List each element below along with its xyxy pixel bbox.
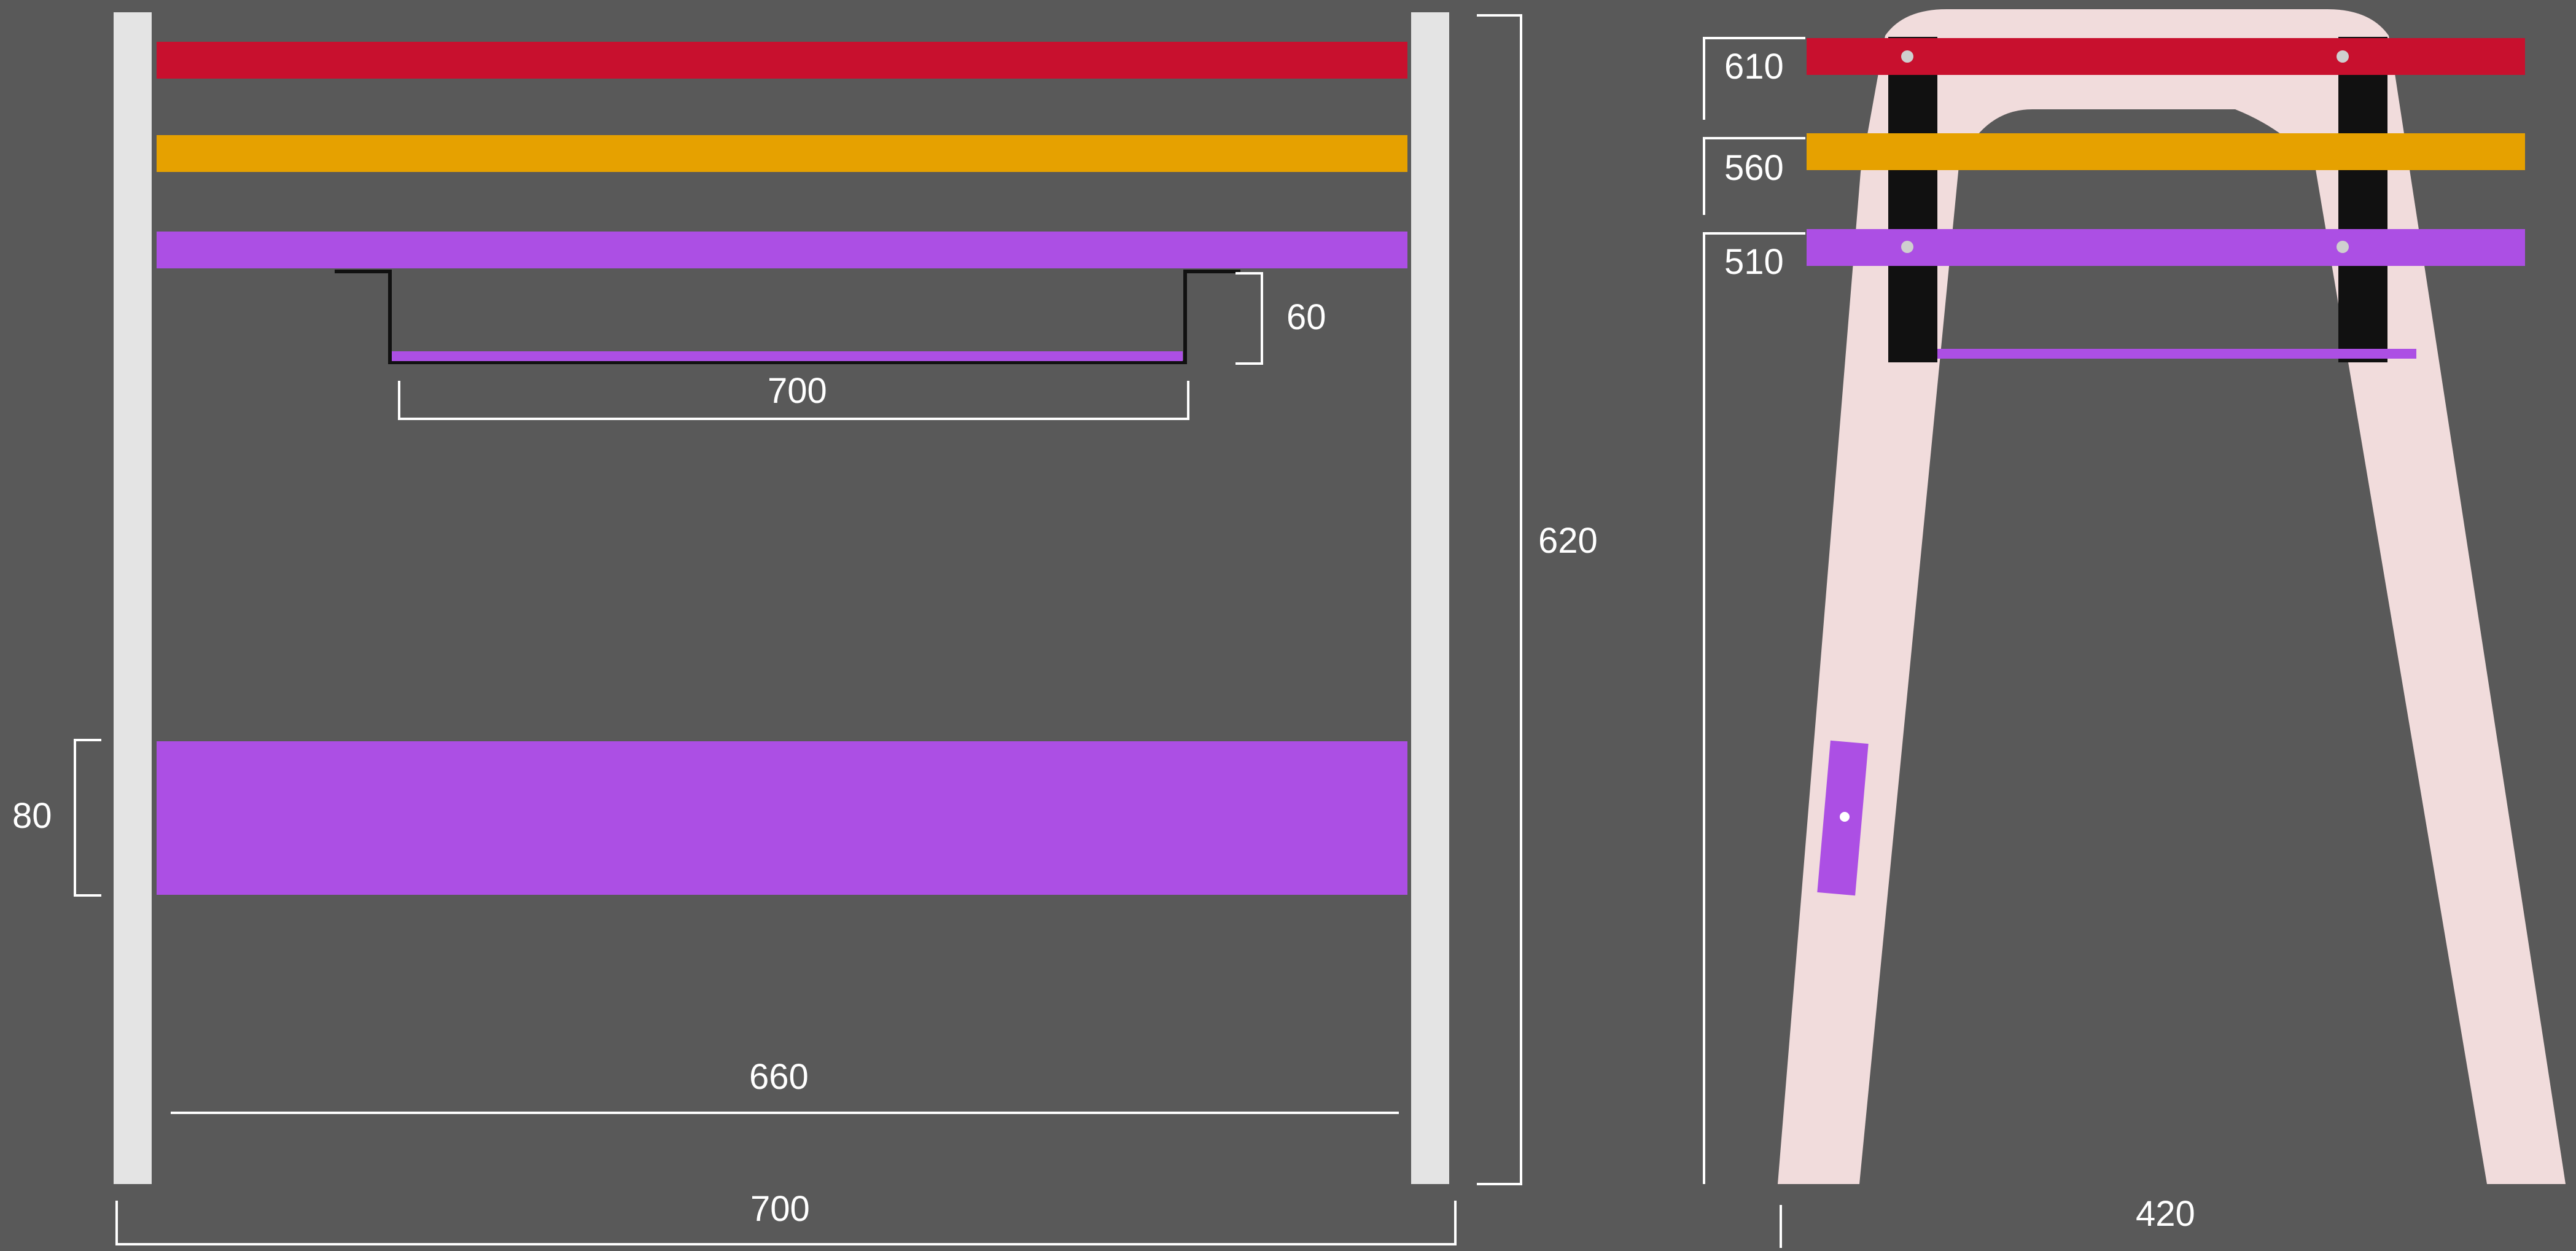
front-view	[74, 12, 1522, 1245]
dim-line-lower-board	[74, 739, 101, 897]
dim-label-top-rail-height: 610	[1724, 47, 1784, 87]
dim-line-lower-rail-height	[1703, 232, 1805, 1184]
side-top-rail	[1807, 38, 2525, 75]
right-post	[1411, 12, 1449, 1184]
left-post	[114, 12, 152, 1184]
dim-label-outer-width: 700	[750, 1189, 810, 1229]
dim-line-clamp-height	[1235, 272, 1263, 365]
front-dimension-lines	[74, 14, 1522, 1245]
dim-label-clamp-width: 700	[768, 371, 827, 411]
dim-label-total-height: 620	[1538, 521, 1598, 561]
bolt-icon	[2337, 50, 2349, 63]
dim-label-base-width: 420	[2136, 1194, 2195, 1234]
side-middle-rail	[1807, 133, 2525, 170]
bolt-icon	[2337, 241, 2349, 253]
side-clamp-bar	[1937, 349, 2416, 359]
side-view	[1703, 9, 2566, 1248]
dim-label-clamp-height: 60	[1286, 297, 1326, 337]
dim-label-lower-board-height: 80	[12, 796, 52, 836]
dim-line-outer-width	[115, 1201, 1457, 1245]
front-top-rail	[157, 42, 1407, 79]
dim-line-middle-rail-height	[1703, 137, 1805, 215]
side-dimension-lines	[1703, 37, 1805, 1248]
side-lower-rail	[1807, 229, 2525, 266]
front-lower-rail	[157, 232, 1407, 268]
right-bracket	[2338, 37, 2387, 362]
clamp-bracket	[335, 270, 1240, 364]
dim-line-top-rail-height	[1703, 37, 1805, 120]
bolt-icon	[1840, 812, 1850, 822]
bolt-icon	[1901, 50, 1913, 63]
bolt-icon	[1901, 241, 1913, 253]
dim-line-total-height	[1477, 14, 1522, 1185]
clamp-bar	[392, 351, 1183, 361]
front-middle-rail	[157, 135, 1407, 172]
dim-label-lower-rail-height: 510	[1724, 242, 1784, 282]
front-lower-board	[157, 741, 1407, 895]
dim-label-middle-rail-height: 560	[1724, 148, 1784, 188]
left-bracket	[1888, 37, 1937, 362]
dim-label-inner-width: 660	[749, 1057, 809, 1097]
dim-line-clamp-width	[398, 381, 1189, 420]
